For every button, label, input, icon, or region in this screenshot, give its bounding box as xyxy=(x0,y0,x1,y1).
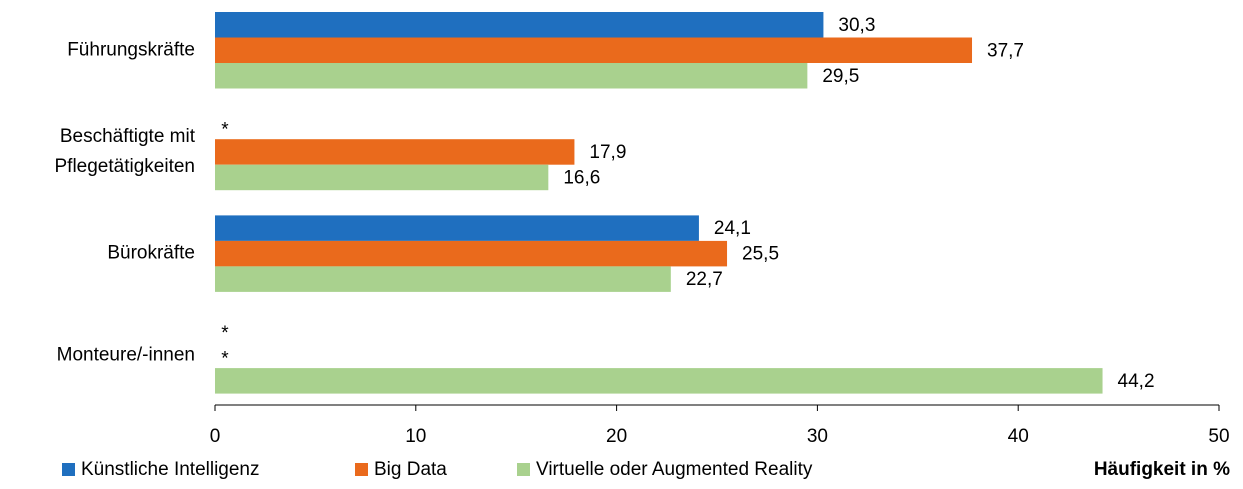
bar xyxy=(215,215,699,241)
value-label: 37,7 xyxy=(987,40,1024,61)
bar xyxy=(215,12,824,38)
bar xyxy=(215,63,808,89)
value-label: 25,5 xyxy=(742,244,779,265)
value-label: 22,7 xyxy=(686,269,723,290)
bar xyxy=(215,139,575,165)
legend-label: Big Data xyxy=(374,459,447,480)
missing-label: * xyxy=(221,323,229,344)
legend-swatch xyxy=(62,463,75,476)
value-label: 17,9 xyxy=(589,142,626,163)
x-tick-label: 40 xyxy=(1008,426,1029,447)
missing-label: * xyxy=(221,348,229,369)
legend-label: Virtuelle oder Augmented Reality xyxy=(536,459,813,480)
x-tick-label: 50 xyxy=(1208,426,1229,447)
value-label: 16,6 xyxy=(563,167,600,188)
bar xyxy=(215,266,671,292)
bar xyxy=(215,368,1103,394)
x-tick-label: 10 xyxy=(405,426,426,447)
legend-swatch xyxy=(355,463,368,476)
x-tick-label: 20 xyxy=(606,426,627,447)
legend-swatch xyxy=(517,463,530,476)
y-tick-label: Bürokräfte xyxy=(107,243,195,264)
y-tick-label: Beschäftigte mit Pflegetätigkeiten xyxy=(55,126,196,177)
missing-label: * xyxy=(221,119,229,140)
value-label: 24,1 xyxy=(714,218,751,239)
y-tick-label: Führungskräfte xyxy=(67,39,195,60)
x-tick-label: 0 xyxy=(210,426,221,447)
value-label: 29,5 xyxy=(822,66,859,87)
bar xyxy=(215,37,973,63)
value-label: 30,3 xyxy=(838,15,875,36)
bar xyxy=(215,164,549,191)
value-label: 44,2 xyxy=(1118,371,1155,392)
x-tick-label: 30 xyxy=(807,426,828,447)
bar xyxy=(215,240,728,267)
x-axis-label: Häufigkeit in % xyxy=(1094,459,1230,480)
legend-label: Künstliche Intelligenz xyxy=(81,459,260,480)
y-tick-label: Monteure/-innen xyxy=(57,344,195,365)
